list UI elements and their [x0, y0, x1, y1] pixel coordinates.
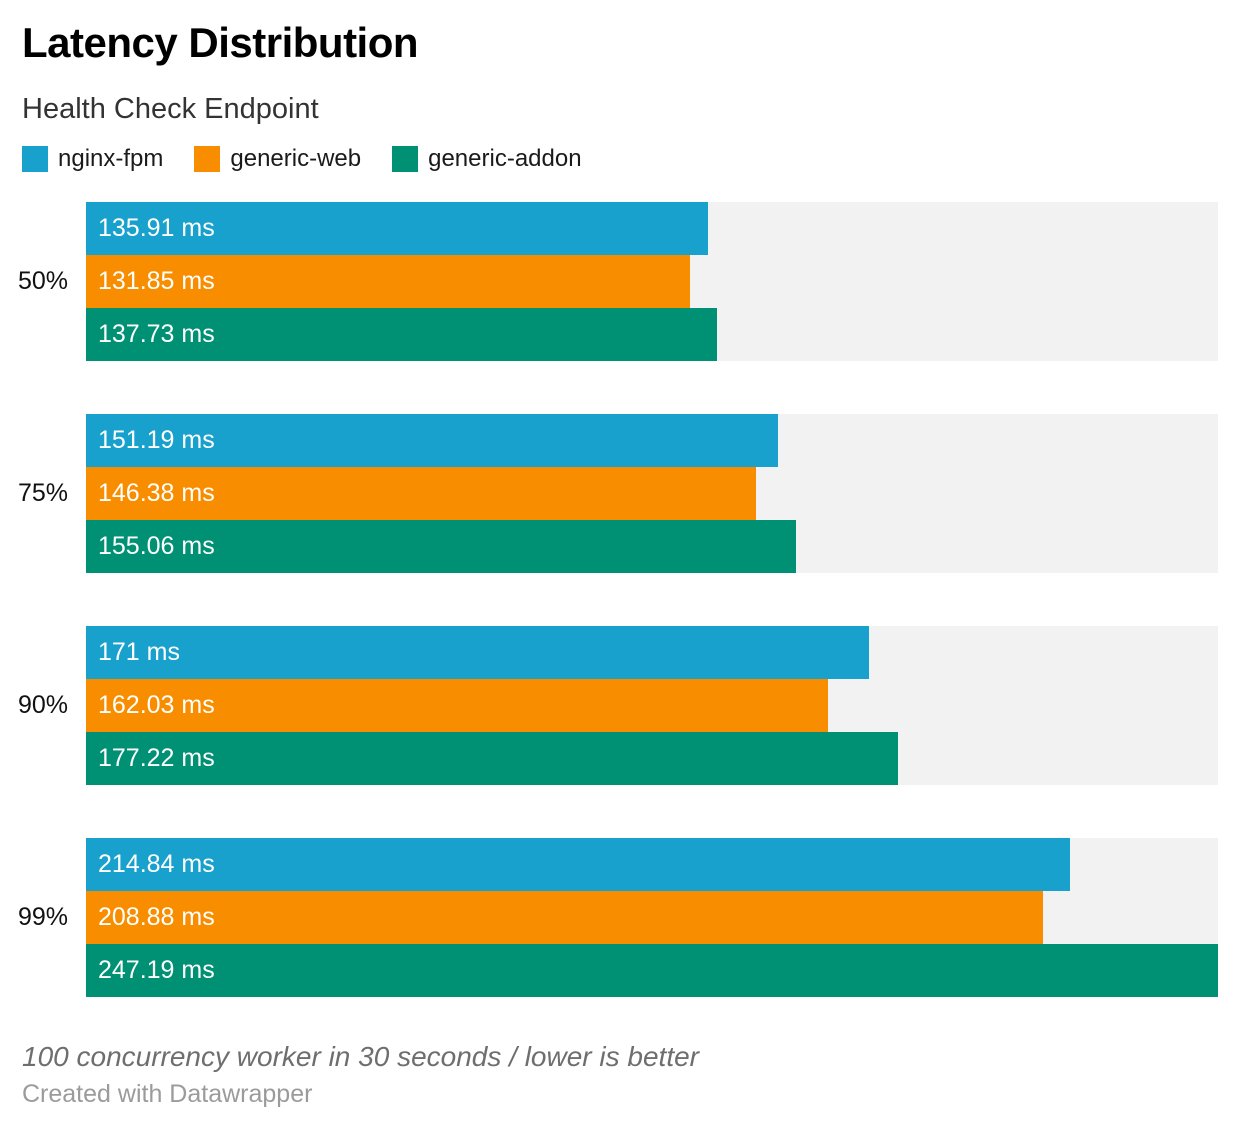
bar: 146.38 ms: [86, 467, 757, 520]
bar-value-label: 135.91 ms: [98, 214, 215, 242]
bar-group: 50% 135.91 ms 131.85 ms 137.73 ms: [17, 202, 1218, 361]
legend-item: nginx-fpm: [22, 146, 163, 172]
bar-value-label: 247.19 ms: [98, 956, 215, 984]
bar-value-label: 155.06 ms: [98, 532, 215, 560]
bar-value-label: 214.84 ms: [98, 850, 215, 878]
bar: 137.73 ms: [86, 308, 717, 361]
bar: 177.22 ms: [86, 732, 898, 785]
bar-group: 99% 214.84 ms 208.88 ms 247.19 ms: [17, 838, 1218, 997]
legend: nginx-fpm generic-web generic-addon: [22, 146, 1218, 172]
bar-value-label: 151.19 ms: [98, 426, 215, 454]
bar: 171 ms: [86, 626, 870, 679]
legend-item: generic-addon: [392, 145, 582, 172]
bar: 247.19 ms: [86, 944, 1218, 997]
bar-value-label: 162.03 ms: [98, 691, 215, 719]
bar-value-label: 146.38 ms: [98, 479, 215, 507]
bar: 208.88 ms: [86, 891, 1043, 944]
bar: 131.85 ms: [86, 255, 690, 308]
category-label: 50%: [17, 267, 68, 295]
bar-value-label: 171 ms: [98, 638, 180, 666]
category-label: 75%: [17, 479, 68, 507]
bar: 135.91 ms: [86, 202, 709, 255]
bar-group: 75% 151.19 ms 146.38 ms 155.06 ms: [17, 414, 1218, 573]
bar-track: 151.19 ms 146.38 ms 155.06 ms: [86, 414, 1218, 573]
chart-subtitle: Health Check Endpoint: [22, 93, 319, 125]
bar-chart: 50% 135.91 ms 131.85 ms 137.73 ms 75% 151.19 …: [17, 202, 1218, 997]
bar-track: 135.91 ms 131.85 ms 137.73 ms: [86, 202, 1218, 361]
bar-value-label: 131.85 ms: [98, 267, 215, 295]
legend-swatch-icon: [22, 146, 48, 172]
bar: 151.19 ms: [86, 414, 779, 467]
footnote: 100 concurrency worker in 30 seconds / l…: [22, 1041, 699, 1072]
legend-item-label: generic-web: [230, 145, 362, 172]
bar: 162.03 ms: [86, 679, 829, 732]
legend-item-label: nginx-fpm: [58, 145, 164, 172]
datawrapper-credit: Created with Datawrapper: [22, 1080, 313, 1108]
chart-title: Latency Distribution: [22, 19, 419, 66]
category-label: 90%: [17, 691, 68, 719]
bar-value-label: 137.73 ms: [98, 320, 215, 348]
legend-item: generic-web: [194, 146, 361, 172]
bar-value-label: 177.22 ms: [98, 744, 215, 772]
bar-track: 214.84 ms 208.88 ms 247.19 ms: [86, 838, 1218, 997]
legend-swatch-icon: [392, 146, 419, 172]
bar: 155.06 ms: [86, 520, 797, 573]
legend-item-label: generic-addon: [428, 145, 582, 172]
bar: 214.84 ms: [86, 838, 1070, 891]
bar-value-label: 208.88 ms: [98, 903, 215, 931]
bar-group: 90% 171 ms 162.03 ms 177.22 ms: [17, 626, 1218, 785]
category-label: 99%: [17, 903, 68, 931]
bar-track: 171 ms 162.03 ms 177.22 ms: [86, 626, 1218, 785]
legend-swatch-icon: [194, 146, 221, 172]
